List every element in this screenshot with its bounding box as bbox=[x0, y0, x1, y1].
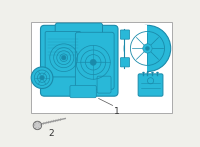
Circle shape bbox=[61, 55, 66, 60]
Circle shape bbox=[34, 70, 50, 85]
Circle shape bbox=[143, 44, 152, 53]
FancyBboxPatch shape bbox=[70, 85, 96, 98]
FancyBboxPatch shape bbox=[75, 32, 114, 89]
Text: 1: 1 bbox=[114, 107, 119, 116]
Circle shape bbox=[124, 25, 171, 72]
Circle shape bbox=[146, 46, 149, 50]
FancyBboxPatch shape bbox=[31, 22, 172, 113]
Circle shape bbox=[37, 73, 47, 82]
FancyBboxPatch shape bbox=[120, 58, 130, 67]
Circle shape bbox=[40, 75, 44, 80]
FancyBboxPatch shape bbox=[40, 25, 118, 96]
Circle shape bbox=[90, 59, 96, 65]
Circle shape bbox=[33, 121, 42, 130]
FancyBboxPatch shape bbox=[55, 23, 102, 41]
FancyBboxPatch shape bbox=[45, 31, 81, 77]
FancyBboxPatch shape bbox=[138, 74, 163, 96]
Text: 2: 2 bbox=[49, 128, 54, 138]
FancyBboxPatch shape bbox=[124, 25, 147, 72]
FancyBboxPatch shape bbox=[97, 76, 111, 93]
FancyBboxPatch shape bbox=[120, 30, 130, 39]
Circle shape bbox=[31, 67, 53, 88]
